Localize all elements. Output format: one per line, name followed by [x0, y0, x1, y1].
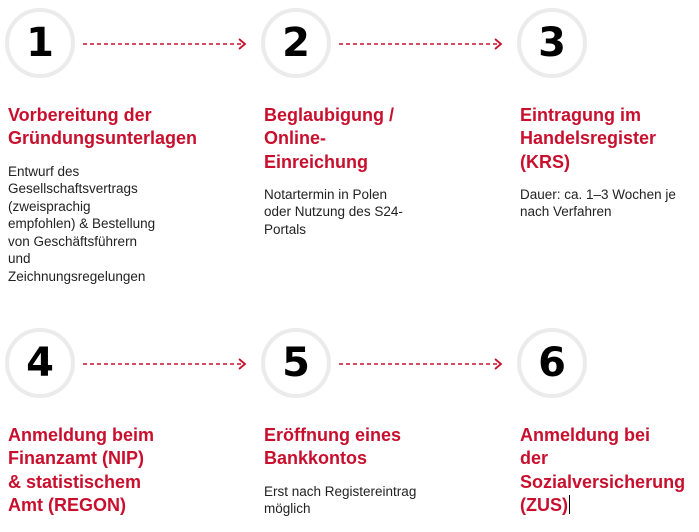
step-description-line: möglich — [264, 501, 311, 517]
step-title-line: Anmeldung bei — [520, 425, 650, 445]
step-title-line: Vorbereitung der — [8, 105, 152, 125]
step-description-line: Entwurf des — [8, 163, 80, 179]
step-number-circle: 6 — [517, 328, 587, 398]
step-number-circle: 4 — [5, 328, 75, 398]
step-title: Eröffnung eines Bankkontos — [264, 424, 416, 471]
step-title: Eintragung im Handelsregister (KRS) — [520, 104, 676, 174]
text-cursor — [569, 494, 570, 514]
step-number-circle: 3 — [517, 8, 587, 78]
step-title-line: Bankkontos — [264, 448, 368, 469]
step-title-line: Handelsregister — [520, 128, 657, 149]
step-title-line: Online- — [264, 128, 326, 149]
step-title-line: & statistischem — [8, 471, 142, 492]
step-text: Beglaubigung / Online- Einreichung Notarter… — [264, 104, 403, 238]
dashed-arrow-icon — [83, 38, 247, 50]
step-title-line: Eintragung im — [520, 105, 641, 125]
step-description-line: Zeichnungsregelungen — [8, 268, 146, 284]
step-title: Anmeldung beim Finanzamt (NIP) & statistis… — [8, 424, 154, 517]
step-title-line: Amt (REGON) — [8, 494, 126, 515]
step-description: Dauer: ca. 1–3 Wochen je nach Verfahren — [520, 186, 676, 221]
step-number-circle: 5 — [261, 328, 331, 398]
step-title-line: Sozialversicherung — [520, 471, 686, 492]
step-description: Notartermin in Polen oder Nutzung des S24… — [264, 186, 403, 239]
step-description-line: empfohlen) & Bestellung — [8, 216, 156, 232]
step-description-line: oder Nutzung des S24- — [264, 204, 403, 220]
step-description-line: Gesellschaftsvertrags — [8, 181, 138, 197]
step-number: 5 — [282, 340, 310, 386]
step-description-line: Portals — [264, 221, 307, 237]
step-description-line: und — [8, 251, 31, 267]
step-number: 2 — [282, 20, 310, 66]
step-title-line: der — [520, 448, 549, 469]
step-title-line: (KRS) — [520, 151, 570, 172]
step-description-line: Notartermin in Polen — [264, 186, 388, 202]
step-description-line: Dauer: ca. 1–3 Wochen je — [520, 186, 676, 202]
step-title: Vorbereitung der Gründungsunterlagen — [8, 104, 197, 151]
step-description-line: (zweisprachig — [8, 198, 91, 214]
step-description-line: Erst nach Registereintrag — [264, 483, 417, 499]
step-title-line: Anmeldung beim — [8, 425, 155, 445]
step-description: Entwurf des Gesellschaftsvertrags (zweispr… — [8, 163, 197, 286]
step-text: Anmeldung bei der Sozialversicherung (ZUS) — [520, 424, 685, 517]
step-title: Anmeldung bei der Sozialversicherung (ZUS) — [520, 424, 685, 517]
step-description-line: nach Verfahren — [520, 204, 612, 220]
step-text: Eröffnung eines Bankkontos Erst nach Regis… — [264, 424, 416, 518]
step-text: Anmeldung beim Finanzamt (NIP) & statistis… — [8, 424, 154, 517]
step-title-line: (ZUS) — [520, 494, 568, 515]
step-description-line: von Geschäftsführern — [8, 233, 138, 249]
step-text: Vorbereitung der Gründungsunterlagen Entwu… — [8, 104, 197, 285]
step-number: 6 — [538, 340, 566, 386]
step-number-circle: 2 — [261, 8, 331, 78]
step-title: Beglaubigung / Online- Einreichung — [264, 104, 403, 174]
step-title-line: Beglaubigung / — [264, 105, 394, 125]
step-text: Eintragung im Handelsregister (KRS) Dauer: … — [520, 104, 676, 221]
step-title-line: Eröffnung eines — [264, 425, 402, 445]
step-number: 1 — [26, 20, 54, 66]
step-number: 4 — [26, 340, 54, 386]
dashed-arrow-icon — [83, 358, 247, 370]
dashed-arrow-icon — [339, 38, 503, 50]
step-number: 3 — [538, 20, 566, 66]
dashed-arrow-icon — [339, 358, 503, 370]
step-title-line: Finanzamt (NIP) — [8, 448, 145, 469]
step-description: Erst nach Registereintrag möglich — [264, 483, 416, 518]
step-title-line: Gründungsunterlagen — [8, 128, 197, 149]
step-title-line: Einreichung — [264, 151, 369, 172]
step-number-circle: 1 — [5, 8, 75, 78]
